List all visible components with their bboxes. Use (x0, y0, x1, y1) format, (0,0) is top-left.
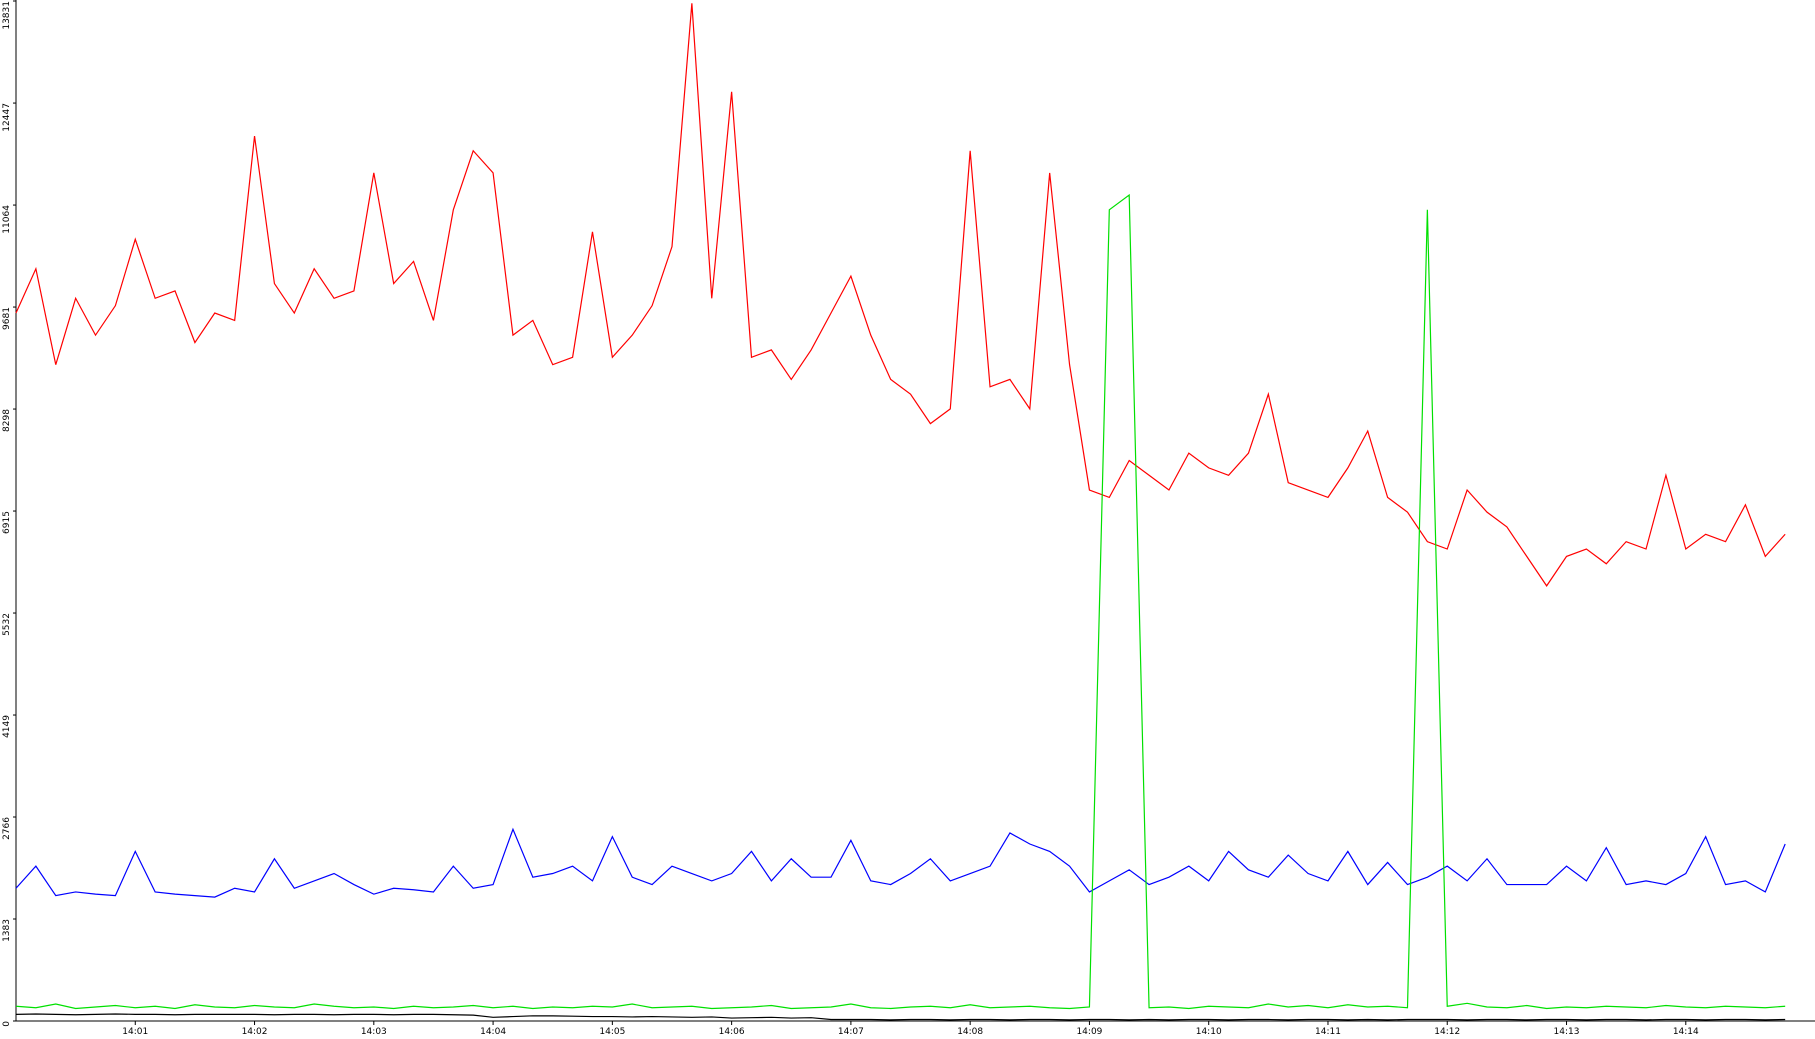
series-line (15, 1013, 1786, 1021)
y-tick-label: 12447 (2, 103, 12, 132)
y-tick-label: 0 (2, 1021, 12, 1027)
x-tick-label: 14:05 (599, 1027, 625, 1037)
y-tick-label: 9681 (2, 307, 12, 330)
series-line (15, 193, 1786, 1010)
y-tick-label: 5532 (2, 613, 12, 636)
series-line (15, 3, 1786, 587)
x-tick-label: 14:09 (1076, 1027, 1102, 1037)
y-tick-label: 4149 (2, 715, 12, 738)
y-tick-label: 11064 (2, 205, 12, 234)
x-tick-label: 14:04 (480, 1027, 506, 1037)
y-tick-label: 13831 (2, 1, 12, 30)
series-line (15, 827, 1786, 898)
x-tick-label: 14:14 (1673, 1027, 1699, 1037)
y-tick-label: 2766 (2, 817, 12, 840)
x-tick-label: 14:08 (957, 1027, 983, 1037)
x-tick-label: 14:01 (122, 1027, 148, 1037)
y-tick-label: 1383 (2, 919, 12, 942)
x-tick-label: 14:02 (242, 1027, 268, 1037)
x-tick-label: 14:06 (719, 1027, 745, 1037)
x-tick-label: 14:07 (838, 1027, 864, 1037)
x-tick-label: 14:11 (1315, 1027, 1341, 1037)
y-tick-label: 8298 (2, 409, 12, 432)
x-tick-label: 14:12 (1434, 1027, 1460, 1037)
x-tick-label: 14:13 (1554, 1027, 1580, 1037)
x-tick-label: 14:10 (1196, 1027, 1222, 1037)
y-tick-label: 6915 (2, 511, 12, 534)
x-tick-label: 14:03 (361, 1027, 387, 1037)
